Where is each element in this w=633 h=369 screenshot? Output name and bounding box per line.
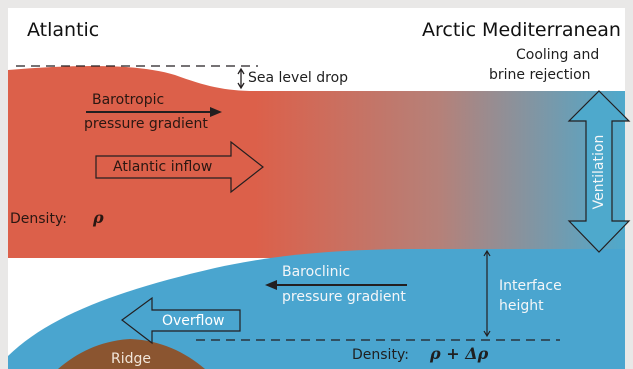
overflow-label: Overflow	[162, 313, 225, 329]
atlantic-title: Atlantic	[27, 19, 100, 41]
ventilation-label: Ventilation	[591, 134, 607, 210]
density-top-symbol: ρ	[93, 208, 104, 227]
interface-height-label-line1: Interface	[499, 278, 562, 294]
brine-rejection-label: brine rejection	[489, 67, 591, 83]
ridge-shape	[58, 339, 205, 369]
baroclinic-label-line2: pressure gradient	[282, 289, 406, 305]
arctic-mediterranean-title: Arctic Mediterranean	[422, 19, 621, 41]
surface-water-layer	[8, 65, 625, 258]
atlantic-inflow-label: Atlantic inflow	[113, 159, 213, 175]
cooling-label: Cooling and	[516, 47, 600, 63]
overflow-arrow-icon	[120, 296, 241, 345]
sea-level-drop-arrow	[237, 67, 245, 90]
density-top-label: Density:	[10, 211, 67, 227]
atlantic-inflow-arrow-icon	[95, 140, 264, 194]
ridge-label: Ridge	[111, 351, 152, 367]
interface-height-label-line2: height	[499, 298, 544, 314]
barotropic-label-line1: Barotropic	[92, 92, 165, 108]
density-bottom-label: Density:	[352, 347, 409, 363]
baroclinic-label-line1: Baroclinic	[282, 264, 351, 280]
ventilation-arrow-icon	[567, 90, 631, 253]
interface-height-arrow	[483, 249, 491, 338]
barotropic-arrow	[86, 107, 222, 117]
sea-level-drop-label: Sea level drop	[248, 70, 349, 86]
density-bottom-symbol: ρ + Δρ	[430, 344, 489, 363]
baroclinic-arrow	[265, 280, 407, 290]
barotropic-label-line2: pressure gradient	[84, 116, 208, 132]
deep-water-layer	[8, 249, 625, 369]
